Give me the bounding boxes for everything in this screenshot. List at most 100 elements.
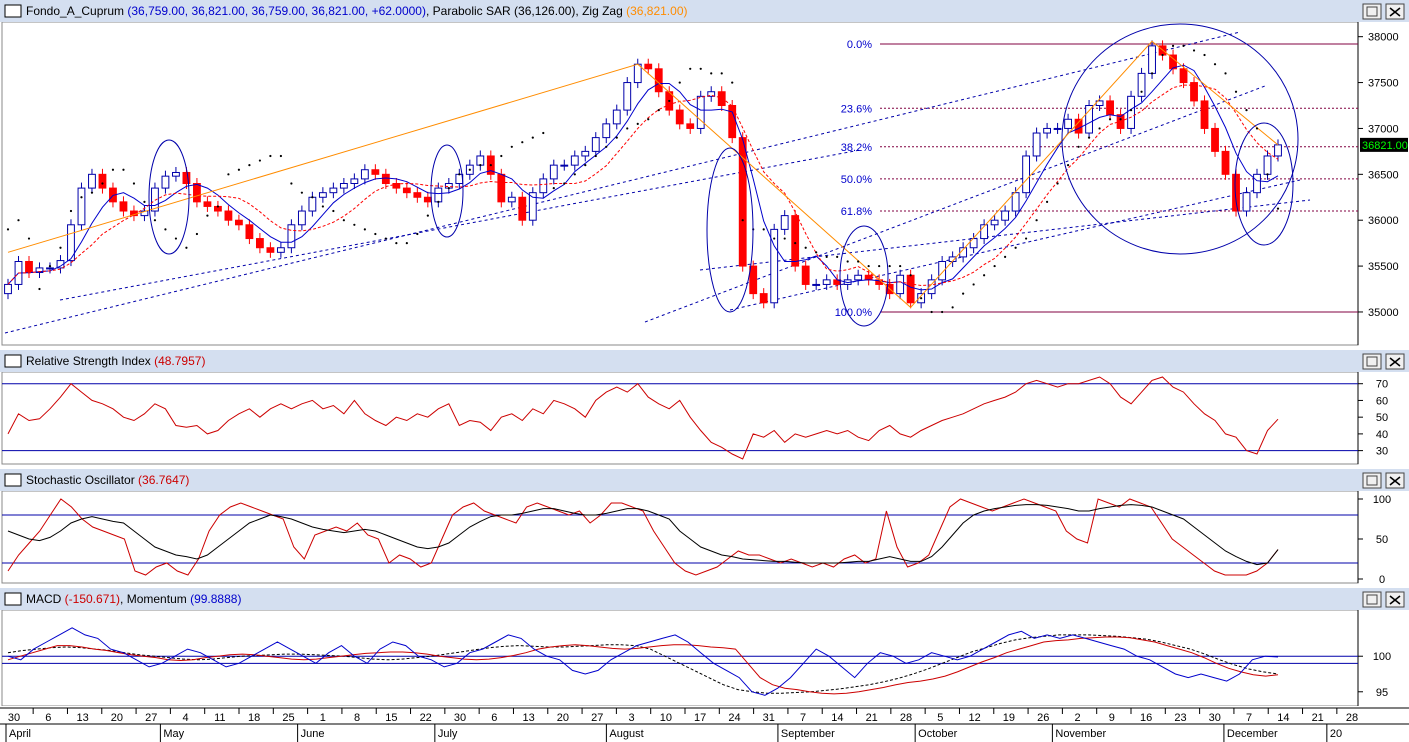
- candle-body: [1221, 150, 1230, 175]
- candle-body: [896, 274, 905, 295]
- title-part: (36,821.00): [626, 4, 687, 18]
- channel-line: [644, 85, 1266, 323]
- candle: [623, 77, 632, 116]
- candle-body: [1032, 132, 1041, 157]
- price-panel: 38000 37500 37000 36500 36000 35500 35000 0.0% 2…: [4, 23, 1408, 334]
- candle: [266, 242, 275, 258]
- day-label: 13: [522, 712, 534, 724]
- sar-dot: [1024, 237, 1028, 240]
- sar-dot: [815, 251, 818, 254]
- rsi-title-bar: Relative Strength Index (48.7957): [0, 350, 1409, 372]
- sar-dot: [101, 182, 104, 185]
- price-title: Fondo_A_Cuprum (36,759.00, 36,821.00, 36…: [26, 4, 688, 18]
- maximize-button[interactable]: [1362, 472, 1382, 489]
- close-icon: [1389, 357, 1401, 367]
- candle-body: [308, 196, 317, 212]
- close-icon: [1389, 476, 1401, 486]
- day-label: 28: [900, 712, 912, 724]
- candle-body: [329, 187, 338, 194]
- title-part: , Zig Zag: [575, 4, 626, 18]
- month-label: November: [1055, 728, 1106, 740]
- maximize-button[interactable]: [1362, 591, 1382, 608]
- candle: [1043, 122, 1052, 139]
- sar-dot: [930, 310, 933, 314]
- macd-panel: 100 95: [2, 627, 1391, 699]
- annotation-ellipse: [148, 139, 190, 255]
- candle-body: [717, 91, 726, 107]
- sar-dot: [38, 287, 41, 291]
- day-label: 9: [1109, 712, 1115, 724]
- price-tick-label: 35500: [1368, 261, 1399, 273]
- close-button[interactable]: [1385, 3, 1405, 20]
- candle: [990, 214, 999, 231]
- candle-body: [1085, 105, 1093, 134]
- day-label: 2: [1074, 712, 1080, 724]
- day-label: 17: [694, 712, 706, 724]
- day-label: 23: [1174, 712, 1186, 724]
- sar-dot: [804, 246, 807, 249]
- sar-dot: [584, 164, 587, 167]
- sar-dot: [1171, 44, 1175, 47]
- sar-dot: [1035, 219, 1038, 222]
- candle-body: [193, 183, 201, 203]
- day-label: 7: [1246, 712, 1252, 724]
- close-button[interactable]: [1385, 472, 1405, 489]
- candle: [402, 182, 411, 199]
- candle-body: [339, 183, 348, 189]
- day-label: 20: [557, 712, 569, 724]
- stochastic-panel: 100 50 0: [2, 494, 1391, 586]
- sar-dot: [489, 164, 492, 167]
- month-label: December: [1227, 728, 1278, 740]
- sar-dot: [531, 136, 534, 139]
- candle-body: [1190, 82, 1198, 102]
- maximize-button[interactable]: [1362, 353, 1382, 370]
- osc-tick-label: 30: [1376, 446, 1388, 458]
- sar-dot: [122, 168, 125, 171]
- day-label: 28: [1346, 712, 1358, 724]
- fib-level-label: 23.6%: [841, 103, 872, 115]
- candle-body: [318, 192, 327, 198]
- candle-body: [1253, 173, 1261, 194]
- candle: [812, 278, 821, 290]
- sar-dot: [1234, 90, 1238, 93]
- close-button[interactable]: [1385, 353, 1405, 370]
- candle: [1211, 122, 1219, 157]
- sar-dot: [1255, 127, 1259, 130]
- day-label: 7: [800, 712, 806, 724]
- candle-body: [959, 247, 968, 258]
- sar-dot: [825, 255, 828, 259]
- candle: [854, 269, 863, 286]
- price-tick-label: 37500: [1368, 78, 1399, 90]
- day-label: 11: [214, 712, 225, 724]
- close-button[interactable]: [1385, 591, 1405, 608]
- sar-dot: [185, 246, 188, 249]
- candle-body: [203, 201, 212, 207]
- sar-dot: [111, 168, 115, 171]
- sar-dot: [773, 237, 776, 240]
- annotation-ellipse: [1234, 122, 1294, 246]
- maximize-button[interactable]: [1362, 3, 1382, 20]
- candle: [749, 260, 758, 300]
- candle-body: [906, 274, 915, 304]
- title-part: MACD: [26, 592, 65, 606]
- sar-dot: [605, 145, 608, 148]
- day-label: 30: [454, 712, 466, 724]
- candle-body: [581, 150, 590, 157]
- candle: [1032, 127, 1041, 162]
- candle-body: [381, 173, 390, 185]
- candle: [1232, 168, 1240, 217]
- sar-dot: [1119, 118, 1122, 121]
- day-label: 30: [8, 712, 20, 724]
- sar-dot: [174, 237, 178, 240]
- candle-body: [507, 196, 516, 203]
- candle-body: [234, 219, 243, 226]
- sar-dot: [573, 173, 576, 176]
- candle: [686, 118, 695, 134]
- candle: [980, 219, 989, 245]
- sar-dot: [468, 168, 471, 171]
- title-part: (99.8888): [190, 592, 241, 606]
- candle-body: [518, 196, 527, 221]
- candle-body: [151, 187, 159, 212]
- price-tick-label: 35000: [1368, 307, 1399, 319]
- annotation-ellipse: [430, 144, 464, 238]
